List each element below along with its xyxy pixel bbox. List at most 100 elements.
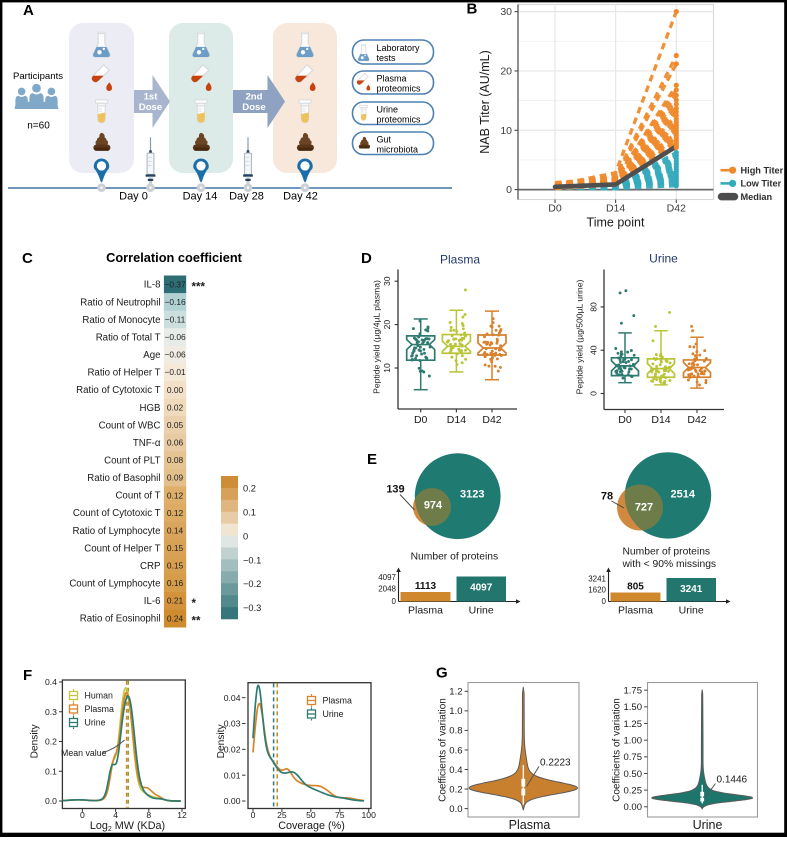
svg-text:0.05: 0.05 — [167, 420, 184, 430]
svg-text:IL-8: IL-8 — [144, 280, 161, 291]
svg-text:with < 90% missings: with < 90% missings — [622, 559, 717, 570]
svg-text:0.1446: 0.1446 — [717, 775, 748, 786]
svg-text:10: 10 — [500, 125, 512, 137]
svg-text:Age: Age — [143, 350, 160, 361]
svg-text:proteomics: proteomics — [377, 114, 422, 124]
svg-text:Count of Lymphocyte: Count of Lymphocyte — [69, 579, 160, 590]
svg-text:−0.3: −0.3 — [243, 603, 261, 613]
svg-text:25: 25 — [277, 810, 287, 820]
svg-text:Urine: Urine — [85, 718, 106, 728]
svg-text:−0.37: −0.37 — [164, 279, 186, 289]
svg-text:CRP: CRP — [140, 561, 160, 572]
svg-text:50: 50 — [306, 810, 316, 820]
svg-text:Day 0: Day 0 — [119, 191, 148, 203]
svg-text:0.00: 0.00 — [224, 796, 241, 806]
svg-text:D42: D42 — [482, 414, 501, 426]
svg-text:1.50: 1.50 — [624, 702, 643, 713]
svg-text:C: C — [22, 250, 33, 267]
svg-text:E: E — [367, 451, 377, 468]
svg-text:0: 0 — [589, 391, 599, 396]
svg-text:Day 42: Day 42 — [283, 191, 318, 203]
svg-text:0.06: 0.06 — [167, 438, 184, 448]
svg-text:D0: D0 — [414, 414, 428, 426]
svg-text:proteomics: proteomics — [377, 84, 422, 94]
svg-text:Day 28: Day 28 — [229, 191, 264, 203]
svg-text:0.14: 0.14 — [167, 525, 184, 535]
svg-text:Number of proteins: Number of proteins — [623, 547, 711, 558]
svg-text:0.2: 0.2 — [45, 737, 57, 747]
svg-text:Ratio of Total T: Ratio of Total T — [96, 332, 161, 343]
svg-text:D14: D14 — [447, 414, 466, 426]
svg-text:1620: 1620 — [588, 586, 606, 595]
svg-text:n=60: n=60 — [27, 121, 50, 132]
svg-text:20: 20 — [382, 320, 392, 330]
svg-text:2nd: 2nd — [245, 91, 262, 102]
svg-text:High Titer: High Titer — [741, 166, 784, 176]
svg-text:G: G — [436, 665, 448, 682]
svg-text:Ratio of Eosinophil: Ratio of Eosinophil — [80, 614, 161, 625]
svg-text:IL-6: IL-6 — [144, 596, 161, 607]
svg-text:8: 8 — [146, 810, 151, 820]
svg-text:Low Titer: Low Titer — [741, 179, 782, 189]
svg-text:***: *** — [192, 281, 206, 293]
svg-text:10: 10 — [382, 363, 392, 373]
svg-text:Ratio of Cytotoxic T: Ratio of Cytotoxic T — [76, 385, 160, 396]
svg-text:Log2 MW (KDa): Log2 MW (KDa) — [90, 820, 165, 833]
svg-text:Urine: Urine — [469, 605, 494, 617]
svg-text:F: F — [23, 667, 32, 684]
svg-text:0.1: 0.1 — [243, 507, 256, 517]
svg-text:−0.16: −0.16 — [164, 297, 186, 307]
svg-text:Count of WBC: Count of WBC — [99, 420, 161, 431]
svg-text:0.3: 0.3 — [45, 707, 57, 717]
svg-text:0.12: 0.12 — [167, 490, 184, 500]
svg-text:20: 20 — [500, 66, 512, 78]
svg-text:78: 78 — [601, 491, 613, 503]
svg-text:Time point: Time point — [587, 216, 645, 230]
svg-text:80: 80 — [589, 302, 599, 312]
svg-text:NAB Titer (AU/mL): NAB Titer (AU/mL) — [478, 50, 492, 154]
svg-text:Mean value: Mean value — [61, 748, 107, 758]
svg-text:Ratio of Neutrophil: Ratio of Neutrophil — [80, 297, 160, 308]
svg-text:30: 30 — [382, 276, 392, 286]
svg-text:Correlation coefficient: Correlation coefficient — [106, 250, 243, 265]
svg-text:0.03: 0.03 — [224, 719, 241, 729]
svg-text:974: 974 — [424, 500, 443, 512]
svg-text:*: * — [192, 598, 197, 610]
svg-text:0.12: 0.12 — [167, 508, 184, 518]
svg-text:0.75: 0.75 — [624, 752, 643, 763]
svg-text:Ratio of Lymphocyte: Ratio of Lymphocyte — [73, 526, 161, 537]
svg-text:0.4: 0.4 — [45, 677, 57, 687]
svg-text:−0.2: −0.2 — [243, 579, 261, 589]
svg-text:4097: 4097 — [470, 583, 493, 594]
svg-text:microbiota: microbiota — [377, 144, 419, 154]
svg-text:Dose: Dose — [139, 102, 162, 113]
svg-text:0: 0 — [243, 531, 248, 541]
svg-text:Plasma: Plasma — [85, 704, 114, 714]
svg-text:0.25: 0.25 — [624, 785, 643, 796]
svg-text:0: 0 — [506, 184, 512, 196]
svg-text:D: D — [361, 250, 372, 267]
svg-text:Laboratory: Laboratory — [377, 43, 421, 53]
svg-text:1.25: 1.25 — [624, 719, 643, 730]
svg-text:−0.06: −0.06 — [164, 350, 186, 360]
svg-text:0.0: 0.0 — [449, 804, 462, 815]
svg-text:Plasma: Plasma — [440, 253, 480, 267]
svg-text:0.2: 0.2 — [449, 784, 462, 795]
svg-text:12: 12 — [177, 810, 187, 820]
svg-text:0.00: 0.00 — [167, 385, 184, 395]
svg-text:0.1: 0.1 — [45, 766, 57, 776]
svg-text:tests: tests — [377, 53, 397, 63]
svg-text:Plasma: Plasma — [509, 818, 551, 832]
svg-text:1.00: 1.00 — [624, 735, 643, 746]
svg-text:0.15: 0.15 — [167, 543, 184, 553]
svg-text:0: 0 — [602, 597, 607, 606]
svg-text:0.16: 0.16 — [167, 578, 184, 588]
svg-text:1.2: 1.2 — [449, 687, 462, 698]
svg-text:139: 139 — [386, 484, 404, 496]
svg-text:1.75: 1.75 — [624, 685, 643, 696]
svg-text:Urine: Urine — [323, 709, 344, 719]
svg-text:Ratio of Monocyte: Ratio of Monocyte — [82, 315, 160, 326]
svg-text:1.0: 1.0 — [449, 706, 462, 717]
svg-text:Density: Density — [216, 724, 227, 759]
svg-text:0.02: 0.02 — [224, 744, 241, 754]
